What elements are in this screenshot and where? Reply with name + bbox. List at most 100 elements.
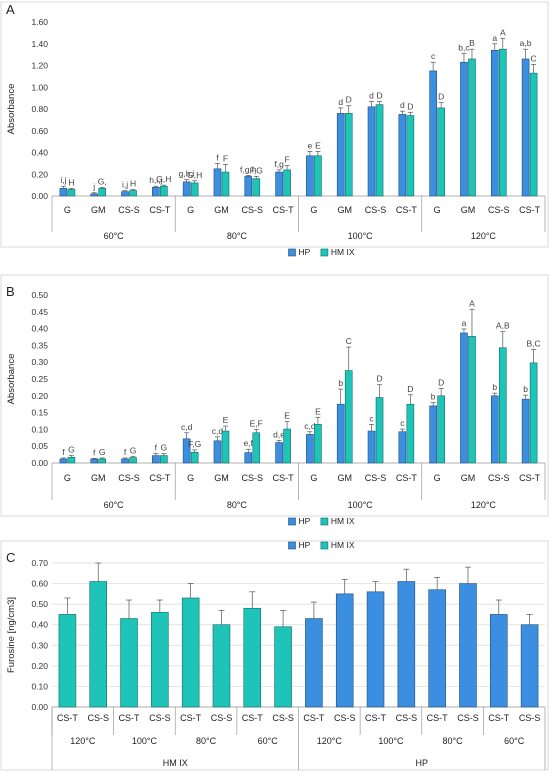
bar — [429, 405, 437, 464]
significance-letter: E — [284, 411, 290, 421]
bar — [190, 182, 199, 197]
significance-letter: H — [130, 178, 136, 188]
significance-letter: d — [369, 90, 374, 100]
significance-letter: a — [462, 318, 467, 328]
significance-letter: b — [523, 384, 528, 394]
significance-letter: f — [124, 447, 127, 457]
category-label: CS-T — [519, 473, 540, 483]
significance-letter: G — [161, 443, 168, 453]
legend-swatch — [288, 248, 296, 257]
category-label: G — [310, 473, 317, 483]
panel-letter: C — [6, 550, 15, 565]
category-label: GM — [214, 473, 229, 483]
bar — [221, 171, 230, 197]
bar — [437, 395, 445, 464]
category-label: GM — [337, 473, 352, 483]
significance-letter: c,d — [181, 422, 193, 432]
significance-letter: c — [400, 418, 405, 428]
bar — [252, 432, 261, 464]
category-label: CS-S — [457, 713, 479, 723]
legend-label: HM IX — [331, 540, 355, 550]
y-tick-label: 0.35 — [31, 340, 48, 350]
panel-letter: B — [6, 284, 15, 299]
bar — [213, 440, 222, 464]
significance-letter: E — [315, 407, 321, 417]
outer-group-label: HP — [415, 758, 428, 768]
bar — [89, 581, 107, 708]
significance-letter: D — [407, 101, 413, 111]
category-label: CS-S — [272, 713, 294, 723]
legend-swatch — [288, 517, 296, 526]
bar — [90, 458, 99, 464]
category-label: CS-S — [365, 205, 387, 215]
legend-label: HM IX — [331, 516, 355, 526]
category-label: CS-S — [519, 713, 541, 723]
y-tick-label: 0.40 — [31, 148, 48, 158]
bar — [429, 70, 437, 197]
bar — [129, 457, 137, 464]
significance-letter: f — [155, 442, 158, 452]
category-label: CS-T — [273, 473, 294, 483]
category-label: GM — [461, 473, 476, 483]
y-tick-label: 0.40 — [31, 620, 48, 630]
y-tick-label: 0.30 — [31, 640, 48, 650]
category-label: CS-T — [180, 713, 201, 723]
panel-frame — [0, 540, 549, 771]
bar — [98, 458, 107, 464]
significance-letter: B — [469, 38, 475, 48]
bar — [67, 456, 76, 464]
bar — [521, 398, 530, 464]
y-tick-label: 0.10 — [31, 681, 48, 691]
significance-letter: F — [223, 153, 228, 163]
significance-letter: g,h,i — [179, 169, 195, 179]
legend-label: HM IX — [331, 247, 355, 257]
bar — [67, 189, 76, 197]
y-tick-label: 0.00 — [31, 458, 48, 468]
bar — [244, 452, 253, 464]
y-tick-label: 0.45 — [31, 307, 48, 317]
category-label: CS-S — [211, 713, 233, 723]
category-label: CS-T — [242, 713, 263, 723]
significance-letter: G — [99, 447, 106, 457]
category-label: G — [187, 473, 194, 483]
significance-letter: c — [431, 51, 436, 61]
bar — [152, 455, 160, 464]
category-label: CS-T — [519, 205, 540, 215]
category-label: CS-T — [427, 713, 448, 723]
significance-letter: c,d — [304, 421, 316, 431]
legend-label: HP — [299, 516, 311, 526]
bar — [244, 176, 253, 197]
significance-letter: F,G — [250, 165, 263, 175]
legend-swatch — [320, 248, 329, 257]
bar — [59, 458, 68, 464]
category-label: CS-S — [242, 205, 264, 215]
significance-letter: b — [492, 382, 497, 392]
bar — [521, 58, 530, 197]
y-tick-label: 0.50 — [31, 599, 48, 609]
category-label: CS-T — [119, 713, 140, 723]
legend: HP HM IX — [288, 247, 355, 257]
y-tick-label: 0.20 — [31, 391, 48, 401]
significance-letter: d,e — [273, 429, 285, 439]
category-label: CS-S — [242, 473, 264, 483]
y-tick-label: 0.40 — [31, 324, 48, 334]
significance-letter: b,c — [458, 43, 470, 53]
significance-letter: D — [346, 95, 352, 105]
significance-letter: C — [531, 53, 537, 63]
group-label: 60°C — [104, 231, 125, 241]
group-label: 100°C — [348, 500, 374, 510]
category-label: GM — [91, 473, 106, 483]
bar — [406, 115, 415, 197]
bar — [367, 430, 376, 464]
significance-letter: i,j — [122, 180, 128, 190]
bar — [283, 169, 291, 197]
bar — [59, 188, 68, 197]
significance-letter: f — [216, 152, 219, 162]
y-axis-label: Absorbance — [6, 354, 17, 405]
y-tick-label: 0.15 — [31, 408, 48, 418]
y-tick-label: 0.05 — [31, 441, 48, 451]
significance-letter: e,f — [244, 438, 254, 448]
significance-letter: E — [223, 415, 229, 425]
bar — [275, 442, 283, 464]
